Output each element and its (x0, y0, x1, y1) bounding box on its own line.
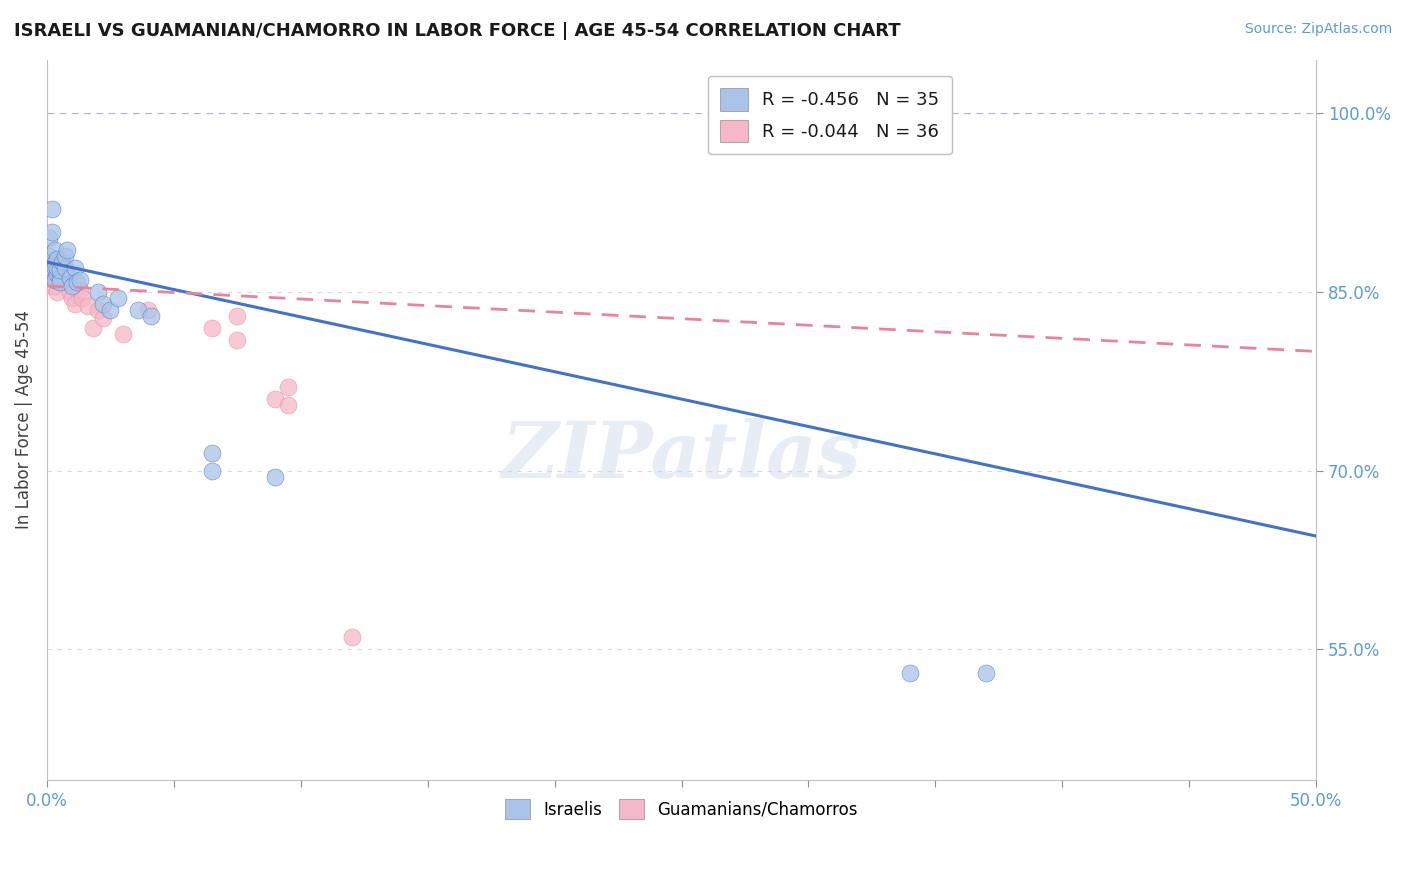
Point (56, 243, 79, 257)
Point (82, 320, 104, 334)
Point (112, 326, 135, 341)
Point (91, 297, 114, 311)
Point (44, 261, 66, 276)
Point (46, 261, 69, 276)
Point (98, 302, 121, 317)
Point (340, 631, 363, 645)
Point (138, 302, 160, 317)
Point (56, 267, 79, 281)
Text: ZIPatlas: ZIPatlas (502, 417, 862, 494)
Point (53, 261, 76, 276)
Point (38, 249, 60, 263)
Point (69, 273, 91, 287)
Point (46, 267, 69, 281)
Point (60, 279, 83, 293)
Point (41, 261, 63, 276)
Point (38, 231, 60, 245)
Point (41, 225, 63, 239)
Point (38, 267, 60, 281)
Point (201, 464, 224, 478)
Point (44, 270, 66, 285)
Point (59, 270, 82, 285)
Point (201, 320, 224, 334)
Text: Source: ZipAtlas.com: Source: ZipAtlas.com (1244, 22, 1392, 37)
Point (107, 291, 129, 305)
Point (63, 297, 86, 311)
Point (139, 309, 162, 323)
Point (974, 666, 997, 681)
Point (48, 276, 70, 290)
Point (264, 392, 287, 406)
Point (201, 446, 224, 460)
Point (48, 267, 70, 281)
Point (44, 255, 66, 269)
Point (66, 276, 89, 290)
Point (264, 469, 287, 483)
Point (53, 249, 76, 263)
Point (86, 302, 108, 317)
Point (41, 279, 63, 293)
Point (38, 259, 60, 273)
Point (51, 276, 73, 290)
Point (51, 255, 73, 269)
Point (69, 283, 91, 297)
Point (41, 273, 63, 287)
Point (91, 311, 114, 326)
Point (53, 261, 76, 276)
Point (277, 398, 299, 412)
Point (53, 270, 76, 285)
Point (226, 333, 249, 347)
Point (44, 273, 66, 287)
Point (226, 309, 249, 323)
Point (44, 261, 66, 276)
Point (898, 666, 921, 681)
Point (48, 263, 70, 277)
Point (127, 302, 149, 317)
Point (48, 255, 70, 269)
Point (76, 299, 98, 313)
Point (44, 267, 66, 281)
Point (41, 261, 63, 276)
Text: ISRAELI VS GUAMANIAN/CHAMORRO IN LABOR FORCE | AGE 45-54 CORRELATION CHART: ISRAELI VS GUAMANIAN/CHAMORRO IN LABOR F… (14, 22, 901, 40)
Point (86, 285, 108, 299)
Point (72, 291, 94, 305)
Point (63, 261, 86, 276)
Point (44, 279, 66, 293)
Point (59, 285, 82, 299)
Legend: Israelis, Guamanians/Chamorros: Israelis, Guamanians/Chamorros (499, 792, 865, 826)
Point (46, 252, 69, 266)
Point (46, 273, 69, 287)
Point (44, 243, 66, 257)
Point (46, 285, 69, 299)
Point (48, 270, 70, 285)
Y-axis label: In Labor Force | Age 45-54: In Labor Force | Age 45-54 (15, 310, 32, 530)
Point (277, 380, 299, 394)
Point (41, 202, 63, 216)
Point (56, 276, 79, 290)
Point (60, 291, 83, 305)
